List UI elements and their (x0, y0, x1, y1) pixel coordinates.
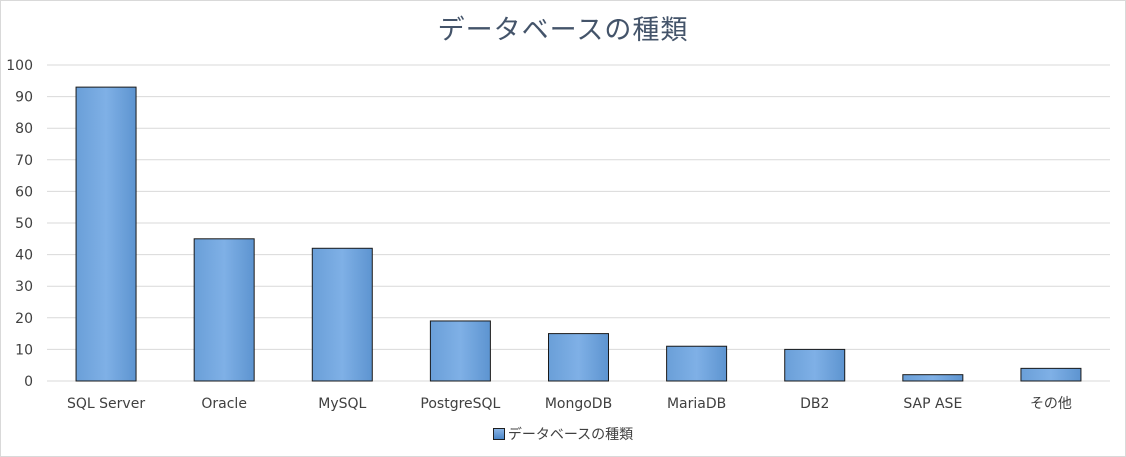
y-tick-label: 30 (15, 279, 33, 295)
bar-4 (548, 333, 609, 382)
bar-7 (902, 374, 964, 382)
legend-label: データベースの種類 (507, 427, 634, 443)
x-tick-label: SQL Server (67, 396, 145, 412)
y-tick-label: 40 (15, 248, 33, 264)
bar-8 (1020, 367, 1082, 382)
bar-5 (666, 345, 728, 382)
legend: データベースの種類 (0, 424, 1126, 444)
x-tick-label: MongoDB (545, 396, 612, 412)
y-axis-ticks: 0 10 20 30 40 50 60 70 80 90 100 (6, 58, 33, 390)
gridlines (47, 64, 1110, 382)
bars (75, 86, 1082, 382)
y-tick-label: 20 (15, 311, 33, 327)
x-tick-label: PostgreSQL (420, 396, 500, 412)
x-tick-label: MySQL (318, 396, 366, 412)
bar-2 (311, 247, 373, 382)
x-tick-label: SAP ASE (903, 396, 962, 412)
bar-3 (429, 320, 491, 382)
y-tick-label: 50 (15, 216, 33, 232)
bar-6 (784, 348, 846, 382)
x-tick-label: その他 (1030, 396, 1072, 412)
y-tick-label: 0 (24, 374, 33, 390)
x-tick-label: Oracle (201, 396, 247, 412)
y-tick-label: 10 (15, 342, 33, 358)
x-axis-ticks: SQL Server Oracle MySQL PostgreSQL MongoDB Ma… (67, 396, 1072, 412)
legend-swatch-icon (492, 428, 505, 440)
bar-0 (75, 86, 137, 382)
y-tick-label: 70 (15, 153, 33, 169)
y-tick-label: 100 (6, 58, 33, 74)
bar-1 (193, 238, 255, 382)
y-tick-label: 60 (15, 184, 33, 200)
x-tick-label: DB2 (800, 396, 829, 412)
y-tick-label: 80 (15, 121, 33, 137)
chart-title: データベースの種類 (437, 15, 689, 46)
y-tick-label: 90 (15, 90, 33, 106)
x-tick-label: MariaDB (667, 396, 726, 412)
